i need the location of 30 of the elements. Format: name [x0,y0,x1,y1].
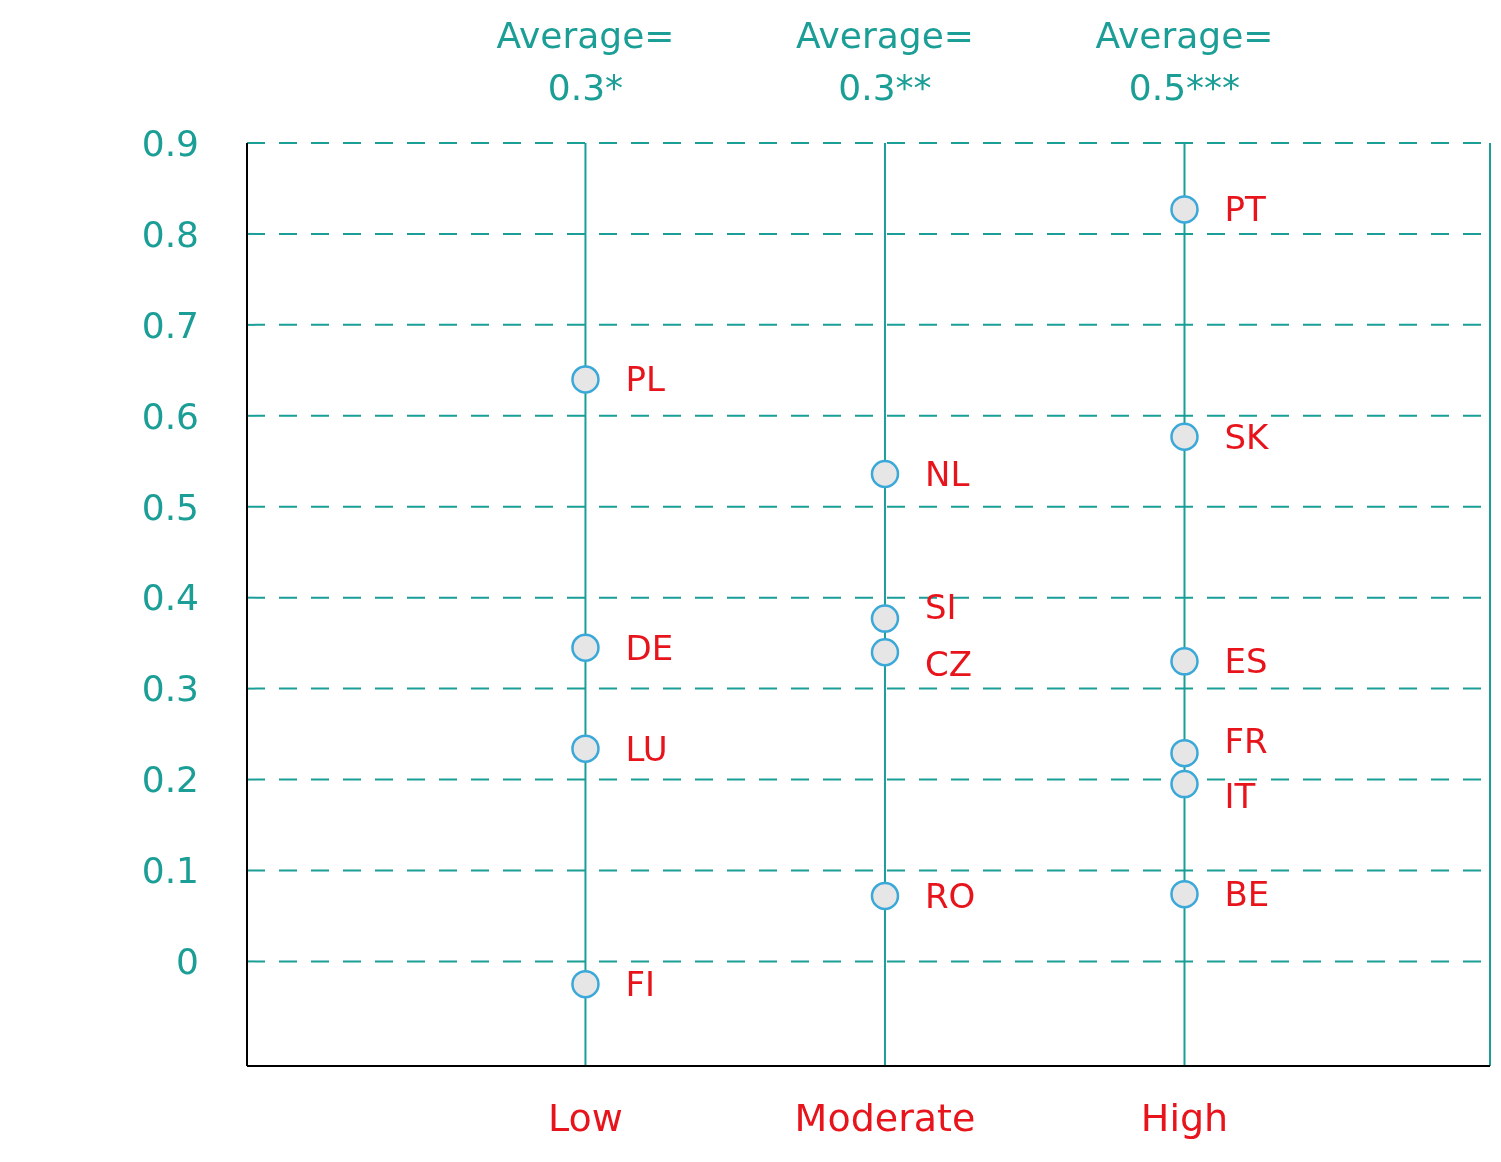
x-tick-label: Moderate [794,1095,976,1140]
annotation: BE [1224,874,1270,915]
annotation: FR [1224,721,1268,762]
y-tick-label: 0.5 [141,486,199,528]
y-tick-label: 0.9 [141,122,199,164]
x-tick-label: Low [548,1095,623,1140]
x-tick-label: High [1140,1095,1229,1140]
y-tick-label: 0.4 [141,577,199,619]
annotation: PL [625,359,665,400]
annotation: NL [924,454,970,495]
annotation: PT [1224,189,1266,230]
text: Average= 0.5*** [1095,15,1274,108]
annotation: DE [625,627,674,668]
y-tick-label: 0.2 [141,759,199,801]
y-tick-label: 0.3 [141,668,199,710]
annotation: CZ [924,644,973,685]
y-tick-label: 0.6 [141,395,199,437]
y-tick-label: 0.8 [141,213,199,255]
annotation: IT [1224,776,1256,817]
annotation: ES [1224,641,1268,682]
annotation: SI [924,586,957,627]
annotation: SK [1224,416,1271,457]
y-tick-label: 0 [176,941,199,983]
text: Average= 0.3* [496,15,675,108]
text: Average= 0.3** [795,15,974,108]
annotation: RO [924,875,976,916]
annotation: FI [625,964,656,1005]
annotation: LU [625,728,668,769]
y-tick-label: 0.7 [141,304,199,346]
y-tick-label: 0.1 [141,850,199,892]
